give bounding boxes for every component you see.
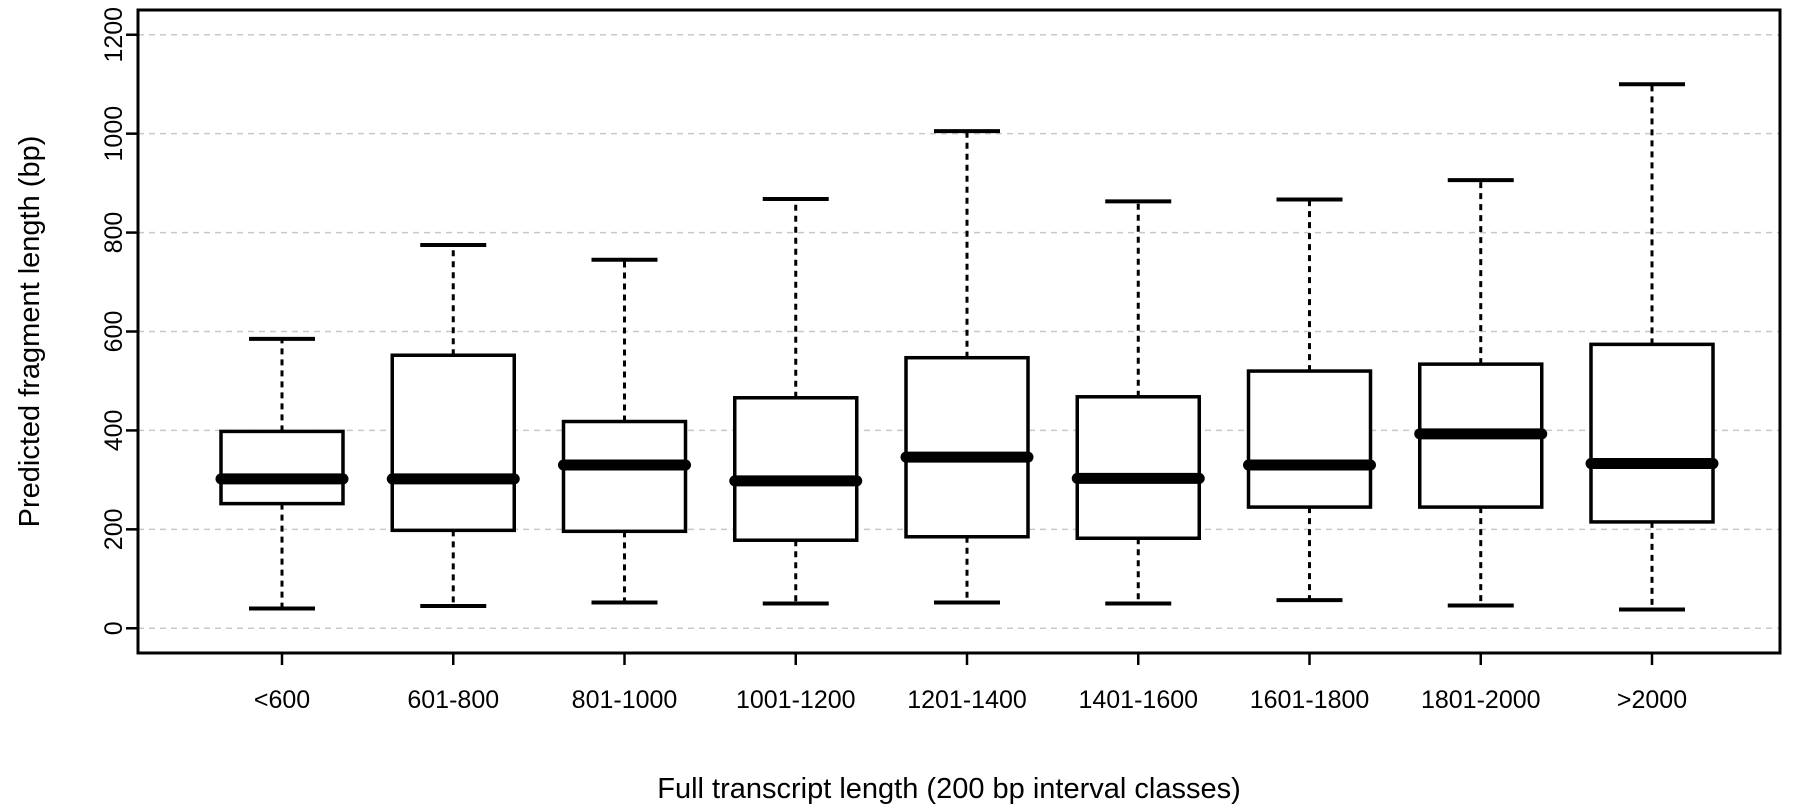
iqr-box	[1246, 369, 1373, 509]
iqr-box	[219, 429, 345, 506]
box-8	[1414, 178, 1548, 608]
box-4	[729, 196, 863, 606]
iqr-box	[390, 353, 516, 533]
y-axis-title: Predicted fragment length (bp)	[14, 136, 46, 528]
box-3	[558, 257, 691, 605]
x-tick-label: 601-800	[407, 686, 499, 714]
y-tick-label: 400	[100, 410, 128, 452]
y-tick-label: 0	[100, 621, 128, 635]
x-axis-title: Full transcript length (200 bp interval …	[657, 773, 1240, 805]
box-5	[900, 129, 1034, 605]
iqr-box	[561, 419, 688, 534]
x-tick-label: 1601-1800	[1250, 686, 1370, 714]
y-tick-label: 600	[100, 311, 128, 353]
x-tick-label: 1201-1400	[907, 686, 1027, 714]
grid-lines	[138, 33, 1780, 630]
box-9	[1585, 82, 1719, 612]
x-tick-label: 1801-2000	[1421, 686, 1541, 714]
boxes	[215, 82, 1719, 612]
iqr-box	[904, 355, 1030, 539]
y-tick-label: 1000	[100, 106, 128, 162]
x-axis: <600 601-800 801-1000 1001-1200 1201-1400 140…	[254, 653, 1687, 714]
x-tick-label: 801-1000	[572, 686, 678, 714]
box-7	[1243, 197, 1376, 603]
box-2	[386, 242, 520, 609]
y-axis: 0 200 400 600 800 1000 1200	[100, 7, 138, 635]
x-tick-label: >2000	[1617, 686, 1687, 714]
box-6	[1071, 199, 1205, 606]
x-tick-label: 1001-1200	[736, 686, 856, 714]
y-tick-label: 1200	[100, 7, 128, 63]
iqr-box	[1075, 395, 1201, 540]
y-tick-label: 200	[100, 508, 128, 550]
iqr-box	[1589, 342, 1715, 524]
box-1	[215, 336, 349, 611]
iqr-box	[733, 396, 859, 542]
x-tick-label: <600	[254, 686, 310, 714]
y-tick-label: 800	[100, 212, 128, 254]
x-tick-label: 1401-1600	[1078, 686, 1198, 714]
